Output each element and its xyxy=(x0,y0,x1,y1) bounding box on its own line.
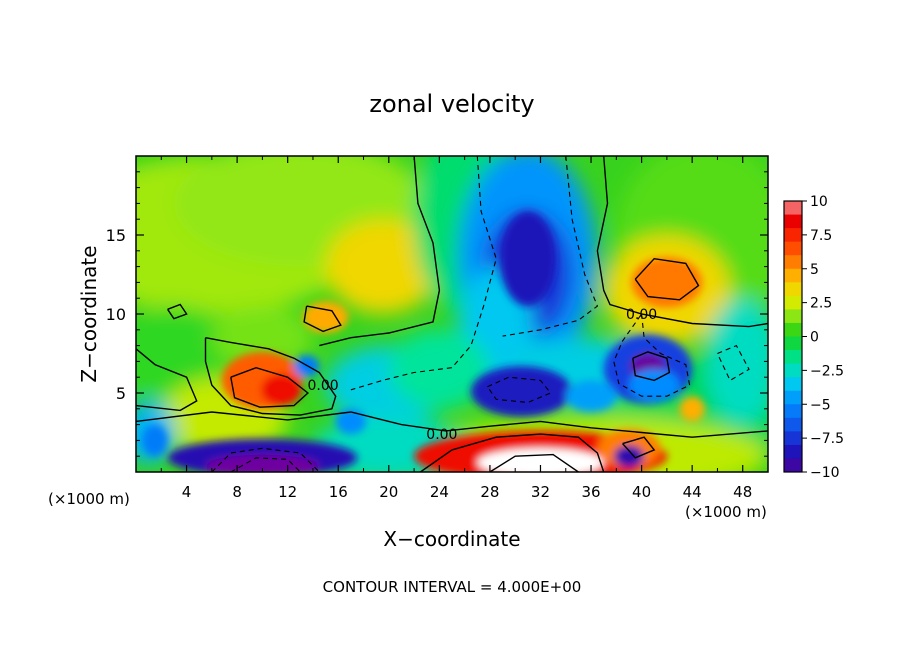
colorbar-swatch xyxy=(784,228,802,243)
colorbar-tick-label: −10 xyxy=(810,465,840,481)
x-axis-label: X−coordinate xyxy=(383,527,520,551)
colorbar-swatch xyxy=(784,336,802,351)
field-core xyxy=(302,301,349,333)
colorbar-tick-label: −2.5 xyxy=(810,363,844,379)
contour-line xyxy=(303,305,342,333)
x-axis: 4 8 12 16 20 24 28 32 36 40 44 48 xyxy=(160,156,752,501)
colorbar-swatch xyxy=(784,295,802,310)
contour-interval-note: CONTOUR INTERVAL = 4.000E+00 xyxy=(323,578,582,596)
colorbar-swatch xyxy=(784,458,802,473)
colorbar-swatch xyxy=(784,201,802,215)
field-core xyxy=(261,374,302,406)
colorbar-swatch xyxy=(784,377,802,392)
field-core xyxy=(628,369,680,401)
field-region xyxy=(136,306,238,401)
colorbar-tick-label: −5 xyxy=(810,397,831,413)
colorbar-tick-label: 0 xyxy=(810,330,819,346)
contour-label: 0.00 xyxy=(426,427,457,443)
contour-line xyxy=(136,411,768,438)
y-tick-label: 5 xyxy=(116,384,126,403)
field-core xyxy=(335,408,367,435)
field-region xyxy=(211,306,313,370)
x-tick-label: 28 xyxy=(480,483,499,501)
field-core xyxy=(470,366,573,417)
y-axis-label: Z−coordinate xyxy=(77,245,101,382)
x-tick-label: 48 xyxy=(733,483,752,501)
contour-line xyxy=(204,337,337,416)
field-core xyxy=(679,396,705,422)
contour-line-negative xyxy=(211,447,320,472)
heatmap-field: 0.00 0.00 0.00 xyxy=(136,156,768,472)
x-tick-label: 32 xyxy=(531,483,550,501)
y-tick-label: 15 xyxy=(106,226,126,245)
colorbar-swatch xyxy=(784,350,802,364)
contour-line-negative xyxy=(486,376,552,404)
y-tick-label: 10 xyxy=(106,305,126,324)
contour-line xyxy=(167,303,188,320)
contour-line xyxy=(632,351,671,382)
colorbar-tick-label: 10 xyxy=(810,194,828,210)
x-tick-label: 44 xyxy=(683,483,702,501)
x-unit-left: (×1000 m) xyxy=(48,490,130,508)
colorbar-tick-label: −7.5 xyxy=(810,431,844,447)
field-core xyxy=(142,424,168,457)
colorbar-tick-label: 7.5 xyxy=(810,228,832,244)
field-region xyxy=(325,219,440,314)
colorbar-swatch xyxy=(784,322,802,337)
field-core xyxy=(613,445,645,468)
colorbar-swatch xyxy=(784,255,802,270)
x-tick-label: 20 xyxy=(379,483,398,501)
colorbar-swatch xyxy=(784,363,802,378)
chart-title: zonal velocity xyxy=(369,90,534,118)
field-core xyxy=(477,448,604,472)
colorbar-swatch xyxy=(784,390,802,405)
contour-line-negative xyxy=(350,156,497,391)
contour-line xyxy=(136,348,198,412)
x-tick-label: 12 xyxy=(278,483,297,501)
colorbar: 10 7.5 5 2.5 0 −2.5 −5 −7.5 −10 xyxy=(783,194,844,481)
x-tick-label: 8 xyxy=(232,483,242,501)
colorbar-swatch xyxy=(784,404,802,419)
x-tick-label: 4 xyxy=(182,483,192,501)
contour-line-negative xyxy=(716,344,750,382)
contour-line xyxy=(634,257,700,301)
colorbar-tick-label: 5 xyxy=(810,262,819,278)
contour-line xyxy=(622,436,656,459)
contour-line xyxy=(230,366,309,408)
field-core xyxy=(500,211,556,307)
contour-line-negative xyxy=(502,156,599,337)
x-tick-label: 40 xyxy=(632,483,651,501)
field-core xyxy=(631,257,703,308)
contour-line xyxy=(596,156,768,328)
x-tick-label: 24 xyxy=(430,483,449,501)
colorbar-swatch xyxy=(784,417,802,432)
field-core xyxy=(565,380,617,412)
contour-label: 0.00 xyxy=(626,307,657,323)
x-tick-label: 36 xyxy=(581,483,600,501)
x-unit-right: (×1000 m) xyxy=(685,503,767,521)
colorbar-swatch xyxy=(784,268,802,283)
x-tick-label: 16 xyxy=(329,483,348,501)
colorbar-swatch xyxy=(784,241,802,256)
colorbar-swatch xyxy=(784,431,802,446)
field-region xyxy=(704,298,768,425)
contour-line xyxy=(319,156,441,347)
colorbar-tick-label: 2.5 xyxy=(810,296,832,312)
contour-line xyxy=(419,433,605,472)
colorbar-swatch xyxy=(784,282,802,297)
colorbar-swatch xyxy=(784,214,802,229)
contour-line xyxy=(489,453,579,472)
field-core xyxy=(205,454,320,472)
contour-line-negative xyxy=(613,313,691,397)
colorbar-swatch xyxy=(784,444,802,459)
y-axis: 5 10 15 xyxy=(106,171,768,457)
contour-label: 0.00 xyxy=(307,378,338,394)
colorbar-swatch xyxy=(784,309,802,324)
